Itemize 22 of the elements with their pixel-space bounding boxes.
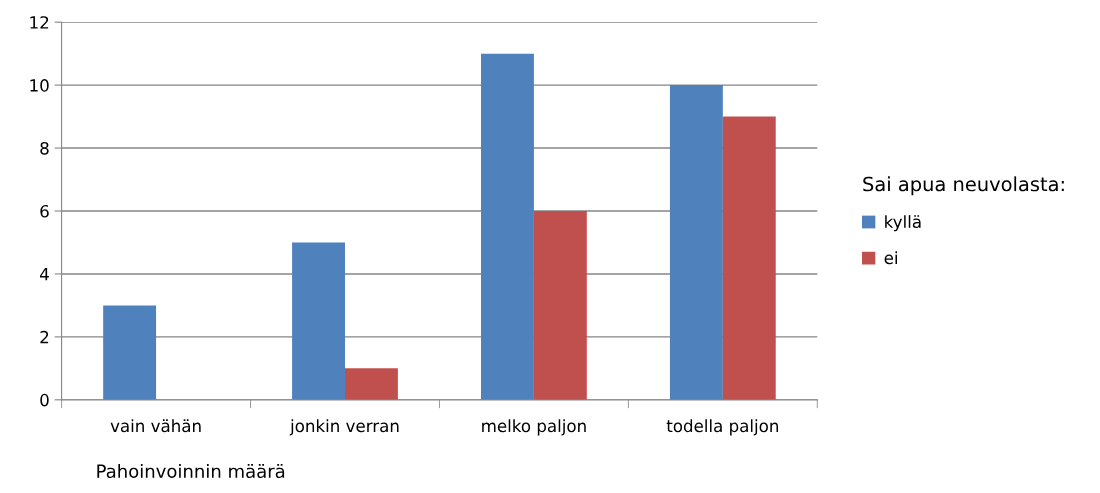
x-tick-label: vain vähän [110, 419, 201, 433]
x-tick-label: jonkin verran [289, 419, 399, 436]
y-tick-label: 12 [30, 16, 49, 29]
bar [344, 368, 398, 400]
y-tick-label: 0 [40, 393, 49, 407]
bar [669, 85, 723, 400]
legend-title: Sai apua neuvolasta: [863, 176, 1064, 196]
y-tick-label: 8 [40, 142, 49, 155]
bar [533, 211, 587, 400]
bar [292, 242, 345, 400]
legend-label: ei [884, 251, 897, 265]
legend-label: kyllä [885, 215, 921, 232]
y-tick-label: 2 [40, 330, 49, 344]
bar [481, 53, 534, 400]
bar [722, 116, 776, 400]
x-axis-title: Pahoinvoinnin määrä [97, 464, 285, 478]
x-tick-label: todella paljon [666, 419, 778, 436]
y-tick-label: 6 [40, 204, 49, 218]
x-tick-label: melko paljon [482, 419, 586, 436]
bar [103, 305, 157, 400]
y-tick-label: 10 [30, 79, 49, 92]
y-tick-label: 4 [40, 268, 49, 281]
